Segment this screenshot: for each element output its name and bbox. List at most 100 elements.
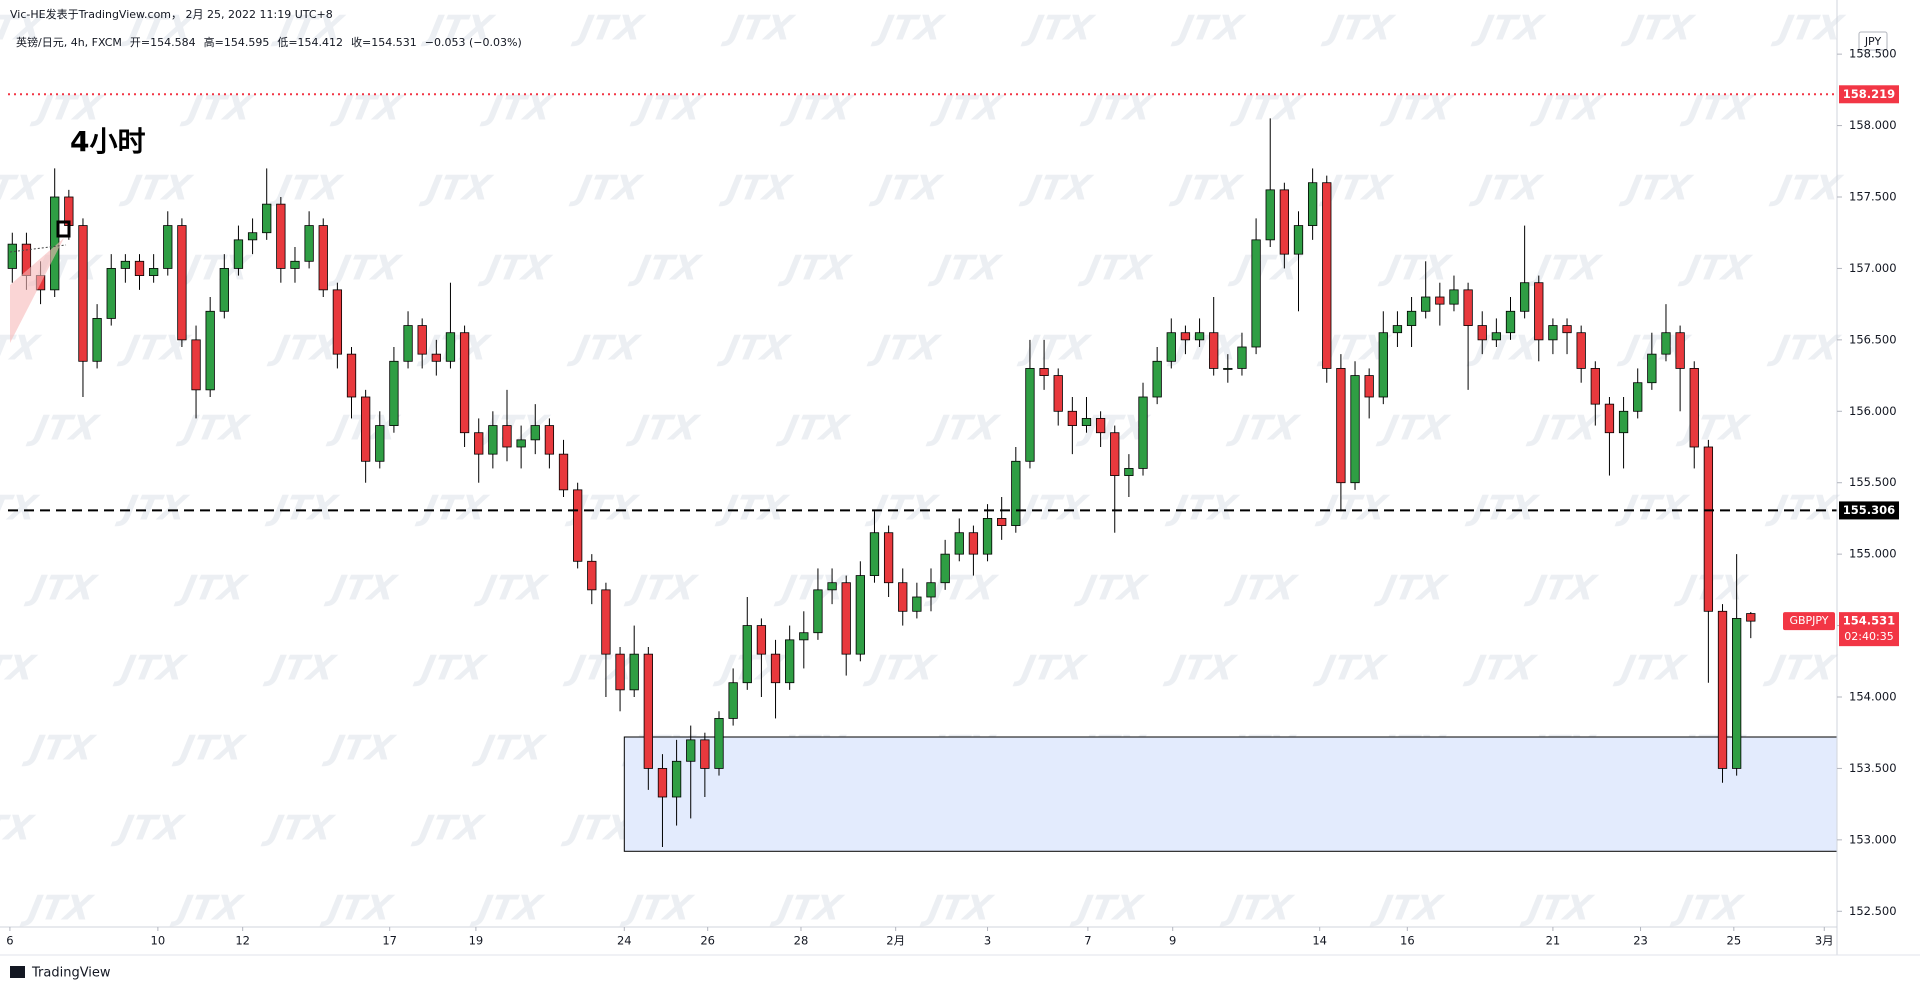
- watermark: JTX: [171, 729, 249, 769]
- candle-body: [799, 632, 809, 641]
- watermark: JTX: [471, 729, 549, 769]
- watermark: JTX: [568, 169, 646, 209]
- watermark: JTX: [1464, 489, 1542, 529]
- watermark: JTX: [1373, 569, 1451, 609]
- watermark: JTX: [1227, 249, 1305, 289]
- candle-body: [375, 425, 385, 462]
- candle-body: [1463, 289, 1473, 326]
- watermark: JTX: [925, 409, 1003, 449]
- candle-body: [855, 575, 865, 655]
- candle-body: [926, 582, 936, 598]
- candle-body: [247, 232, 258, 241]
- candle-body: [219, 268, 229, 312]
- watermark: JTX: [266, 329, 344, 369]
- watermark: JTX: [769, 889, 847, 929]
- watermark: JTX: [173, 569, 251, 609]
- candle-body: [445, 332, 456, 362]
- watermark: JTX: [570, 9, 648, 49]
- candle-body: [318, 225, 328, 291]
- watermark: JTX: [919, 889, 997, 929]
- candle-body: [459, 332, 470, 434]
- candle-body: [346, 353, 357, 398]
- x-tick-label: 25: [1727, 934, 1742, 948]
- watermark: JTX: [1312, 649, 1390, 689]
- watermark: JTX: [469, 889, 547, 929]
- watermark: JTX: [25, 409, 103, 449]
- footer: TradingView: [31, 966, 111, 981]
- candle-body: [1293, 225, 1304, 255]
- x-tick-label: 7: [1084, 934, 1091, 948]
- watermark: JTX: [1164, 489, 1242, 529]
- watermark: JTX: [714, 489, 792, 529]
- watermark: JTX: [623, 569, 701, 609]
- watermark: JTX: [1020, 9, 1098, 49]
- watermark: JTX: [720, 9, 798, 49]
- candle-body: [1081, 418, 1092, 426]
- watermark: JTX: [329, 89, 407, 129]
- watermark: JTX: [1229, 89, 1307, 129]
- watermark: JTX: [110, 809, 188, 849]
- watermark: JTX: [21, 729, 99, 769]
- currency: JPY: [1864, 35, 1882, 48]
- watermark: JTX: [1014, 489, 1092, 529]
- candle-body: [1322, 182, 1332, 369]
- legend-item: 英镑/日元, 4h, FXCM: [16, 35, 122, 49]
- candle-body: [516, 439, 526, 448]
- y-tick-label: 158.000: [1849, 118, 1897, 132]
- legend-item: 开=154.584: [130, 36, 196, 49]
- watermark: JTX: [120, 9, 198, 49]
- watermark: JTX: [473, 569, 551, 609]
- candle-body: [1364, 375, 1374, 398]
- candle-body: [1604, 403, 1615, 434]
- candle-body: [1350, 375, 1360, 484]
- candle-body: [50, 196, 60, 291]
- candle-body: [1647, 353, 1657, 384]
- watermark: JTX: [477, 249, 555, 289]
- candle-body: [1421, 296, 1431, 312]
- y-tick-label: 153.500: [1849, 761, 1897, 775]
- candle-body: [1194, 332, 1205, 341]
- candle-body: [841, 582, 851, 655]
- candle-body: [417, 325, 427, 355]
- x-tick-label: 16: [1400, 934, 1415, 948]
- watermark: JTX: [1529, 89, 1607, 129]
- candle-body: [205, 310, 215, 391]
- y-tick-label: 155.000: [1849, 547, 1897, 561]
- candle-body: [982, 518, 993, 555]
- x-tick-label: 24: [617, 934, 632, 948]
- watermark: JTX: [1219, 889, 1297, 929]
- watermark: JTX: [1012, 649, 1090, 689]
- watermark: JTX: [412, 649, 490, 689]
- candle-body: [120, 260, 131, 269]
- watermark: JTX: [1618, 169, 1696, 209]
- watermark: JTX: [566, 329, 644, 369]
- watermark: JTX: [264, 489, 342, 529]
- plot-area: [7, 93, 1838, 852]
- candle-body: [728, 682, 738, 719]
- watermark: JTX: [716, 329, 794, 369]
- drawing-marker: [56, 220, 71, 238]
- watermark: JTX: [1527, 249, 1605, 289]
- candle-body: [1534, 282, 1544, 341]
- candle-body: [940, 553, 950, 584]
- candle-body: [1675, 332, 1685, 369]
- y-tick-label: 156.500: [1849, 332, 1897, 346]
- watermark: JTX: [114, 489, 192, 529]
- watermark: JTX: [118, 169, 196, 209]
- watermark: JTX: [1523, 569, 1601, 609]
- candle-body: [770, 653, 781, 684]
- candle-body: [700, 739, 710, 769]
- candle-body: [1067, 410, 1077, 426]
- last-price-label: 154.531: [1843, 614, 1895, 628]
- watermark: JTX: [1770, 9, 1848, 49]
- candle-body: [1633, 382, 1643, 412]
- watermark: JTX: [866, 329, 944, 369]
- watermark: JTX: [1314, 489, 1392, 529]
- candle-body: [558, 453, 569, 491]
- candle-body: [332, 289, 343, 355]
- level-label: 158.219: [1843, 87, 1895, 101]
- candle-body: [361, 396, 371, 462]
- candle-body: [1689, 368, 1699, 448]
- x-tick-label: 19: [469, 934, 484, 948]
